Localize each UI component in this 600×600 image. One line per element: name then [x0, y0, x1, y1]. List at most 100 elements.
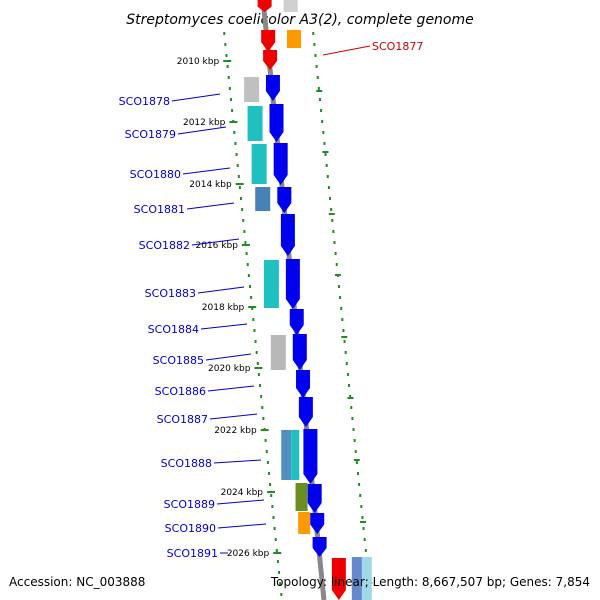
gene-leader-line	[205, 353, 252, 361]
track-dot	[228, 87, 231, 90]
gene-arrow[interactable]	[292, 334, 307, 370]
gene-arrow[interactable]	[285, 259, 300, 309]
gene-leader-line	[197, 286, 245, 294]
track-dot	[330, 208, 333, 211]
track-dot	[315, 65, 318, 68]
track-dot	[257, 373, 260, 376]
gene-arrow[interactable]	[298, 397, 313, 427]
track-dot	[346, 373, 349, 376]
track-dot	[223, 32, 226, 35]
feature-band	[281, 430, 292, 480]
gene-arrow[interactable]	[269, 104, 284, 142]
tick-label: 2010 kbp	[177, 57, 220, 67]
track-dot	[339, 296, 342, 299]
track-dot	[345, 362, 348, 365]
track-dot	[323, 142, 326, 145]
track-dot	[247, 274, 250, 277]
track-dot	[253, 329, 256, 332]
track-dot	[255, 351, 258, 354]
gene-arrow[interactable]	[257, 0, 272, 12]
gene-label[interactable]: SCO1891	[167, 547, 218, 560]
track-dot	[320, 109, 323, 112]
gene-label[interactable]: SCO1882	[139, 239, 190, 252]
gene-arrow[interactable]	[280, 214, 295, 256]
track-dot	[362, 527, 365, 530]
track-dot	[332, 230, 335, 233]
track-dot	[229, 98, 232, 101]
track-dot	[233, 131, 236, 134]
gene-leader-line	[186, 202, 235, 210]
track-dot	[350, 406, 353, 409]
gene-label[interactable]: SCO1877	[372, 40, 423, 53]
track-dot	[355, 461, 358, 464]
gene-leader-line	[200, 323, 248, 330]
gene-label[interactable]: SCO1884	[148, 323, 199, 336]
track-dot	[353, 439, 356, 442]
track-dot	[270, 494, 273, 497]
track-dot	[231, 109, 234, 112]
track-dot	[254, 340, 257, 343]
gene-label[interactable]: SCO1881	[134, 203, 185, 216]
tick-label: 2026 kbp	[227, 549, 270, 559]
track-dot	[252, 318, 255, 321]
gene-arrow[interactable]	[307, 484, 322, 513]
track-dot	[352, 428, 355, 431]
gene-leader-line	[213, 459, 262, 464]
track-dot	[250, 296, 253, 299]
feature-band	[270, 335, 286, 370]
gene-arrow[interactable]	[265, 75, 280, 101]
gene-arrow[interactable]	[261, 30, 276, 52]
track-dot	[354, 450, 357, 453]
track-dot	[313, 43, 316, 46]
track-dot	[327, 186, 330, 189]
gene-label[interactable]: SCO1887	[157, 413, 208, 426]
track-dot	[265, 450, 268, 453]
feature-band	[251, 144, 267, 184]
gene-label[interactable]: SCO1888	[161, 457, 212, 470]
track-dot	[312, 32, 315, 35]
track-dot	[262, 417, 265, 420]
gene-label[interactable]: SCO1885	[153, 354, 204, 367]
track-dot	[267, 472, 270, 475]
gene-label[interactable]: SCO1889	[164, 498, 215, 511]
gene-label[interactable]: SCO1878	[119, 95, 170, 108]
gene-label[interactable]: SCO1880	[130, 168, 181, 181]
tick-label: 2020 kbp	[208, 364, 251, 374]
inner-dotted-track	[223, 32, 283, 596]
accession-text: Accession: NC_003888	[9, 575, 145, 589]
track-dot	[317, 87, 320, 90]
gene-arrow[interactable]	[263, 50, 278, 70]
track-dot	[318, 98, 321, 101]
track-dot	[237, 175, 240, 178]
gene-arrow[interactable]	[277, 187, 292, 213]
gene-arrow[interactable]	[273, 143, 288, 185]
gene-arrow[interactable]	[289, 309, 304, 335]
feature-bands	[244, 0, 372, 600]
gene-arrow[interactable]	[331, 558, 346, 600]
tick-label: 2014 kbp	[189, 180, 232, 190]
track-dot	[333, 241, 336, 244]
gene-arrow[interactable]	[310, 513, 325, 534]
feature-band	[263, 260, 279, 308]
track-dot	[226, 65, 229, 68]
feature-band	[351, 557, 364, 600]
map-title: Streptomyces coelicolor A3(2), complete …	[126, 12, 474, 28]
track-dot	[325, 164, 328, 167]
feature-band	[298, 512, 311, 534]
track-dot	[358, 483, 361, 486]
feature-band	[244, 77, 260, 102]
gene-label[interactable]: SCO1886	[155, 385, 206, 398]
track-dot	[227, 76, 230, 79]
track-dot	[260, 395, 263, 398]
gene-arrow[interactable]	[303, 429, 318, 484]
gene-arrow[interactable]	[296, 370, 311, 398]
gene-label[interactable]: SCO1890	[165, 522, 216, 535]
gene-arrow[interactable]	[312, 537, 327, 557]
track-dot	[269, 483, 272, 486]
track-dot	[361, 516, 364, 519]
track-dot	[271, 505, 274, 508]
gene-label[interactable]: SCO1879	[125, 128, 176, 141]
gene-label[interactable]: SCO1883	[145, 287, 196, 300]
gene-leader-line	[322, 45, 371, 56]
